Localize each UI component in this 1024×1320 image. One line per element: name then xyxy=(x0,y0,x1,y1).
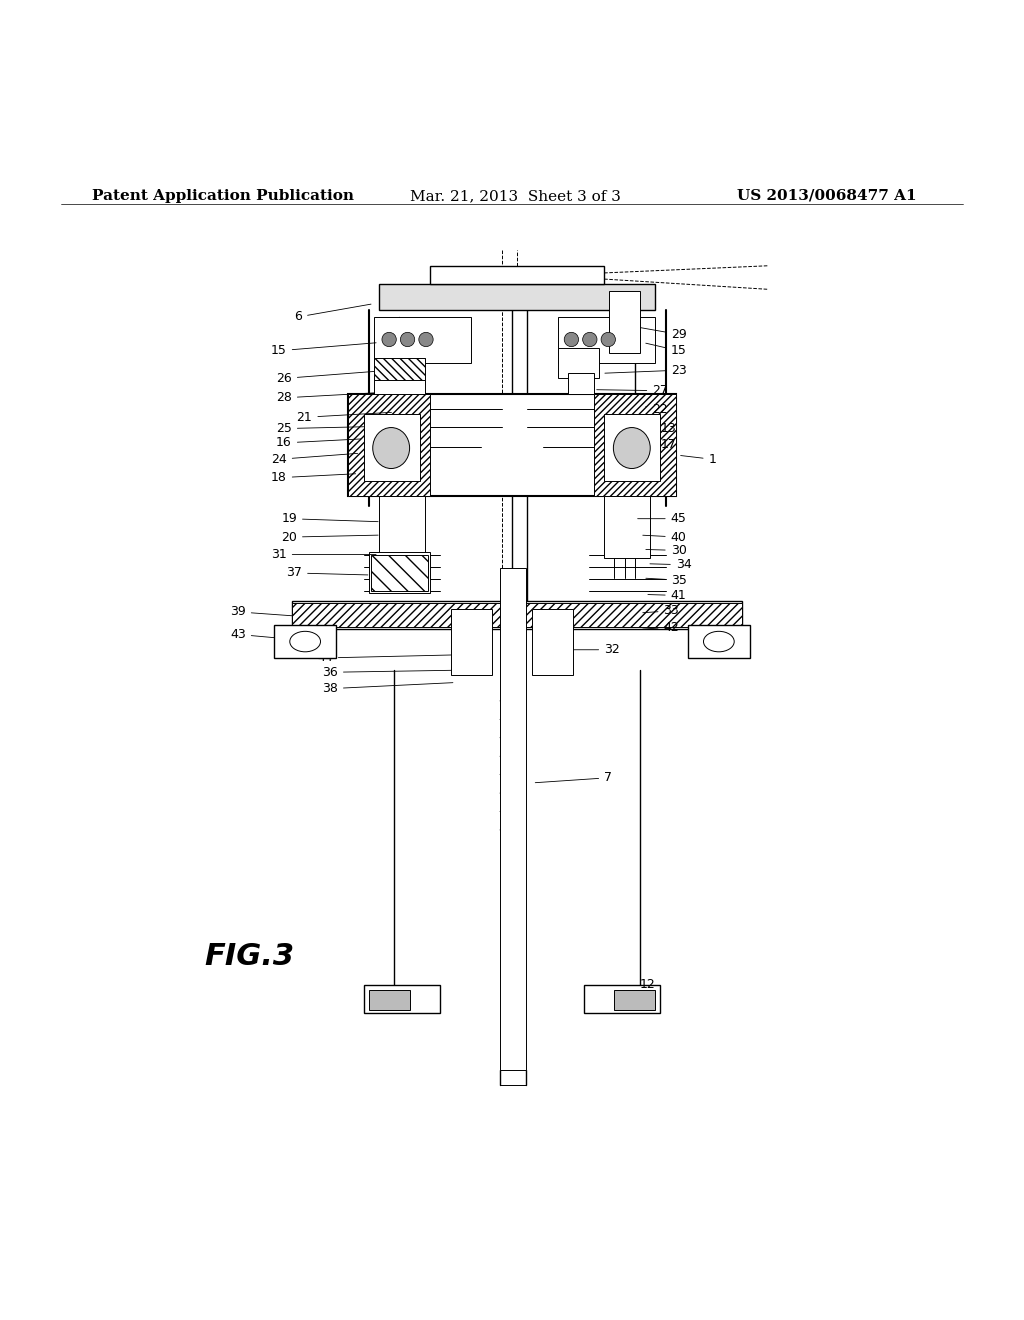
Bar xyxy=(594,393,676,496)
Bar xyxy=(364,985,440,1014)
Bar xyxy=(430,265,604,284)
Ellipse shape xyxy=(382,333,396,347)
Text: 19: 19 xyxy=(282,512,378,525)
Text: 29: 29 xyxy=(641,327,686,341)
Text: 35: 35 xyxy=(646,574,687,586)
Text: 17: 17 xyxy=(638,438,677,451)
Text: Mar. 21, 2013  Sheet 3 of 3: Mar. 21, 2013 Sheet 3 of 3 xyxy=(410,189,621,203)
Text: 16: 16 xyxy=(276,437,360,449)
Ellipse shape xyxy=(601,333,615,347)
Text: 13: 13 xyxy=(638,422,676,436)
Text: US 2013/0068477 A1: US 2013/0068477 A1 xyxy=(737,189,916,203)
Text: 42: 42 xyxy=(643,620,679,634)
Ellipse shape xyxy=(583,333,597,347)
Bar xyxy=(292,601,742,630)
Ellipse shape xyxy=(613,428,650,469)
Bar xyxy=(379,284,655,310)
Text: 31: 31 xyxy=(271,548,376,561)
Bar xyxy=(369,990,410,1010)
Ellipse shape xyxy=(290,631,321,652)
Text: 30: 30 xyxy=(646,544,687,557)
Bar xyxy=(609,292,640,352)
Bar xyxy=(369,553,430,594)
Text: 12: 12 xyxy=(637,978,655,998)
Text: 15: 15 xyxy=(270,343,376,358)
Bar xyxy=(374,380,425,407)
Text: 34: 34 xyxy=(650,558,691,572)
Text: 38: 38 xyxy=(322,682,453,696)
Bar xyxy=(532,609,573,676)
Bar xyxy=(614,990,655,1010)
Text: 37: 37 xyxy=(286,566,368,579)
Bar xyxy=(274,626,336,657)
Text: 18: 18 xyxy=(270,471,355,484)
Bar xyxy=(688,626,750,657)
Text: 22: 22 xyxy=(646,403,668,416)
Text: 28: 28 xyxy=(275,391,374,404)
Ellipse shape xyxy=(400,333,415,347)
Bar xyxy=(584,985,660,1014)
Bar xyxy=(292,603,742,627)
Ellipse shape xyxy=(703,631,734,652)
Text: Patent Application Publication: Patent Application Publication xyxy=(92,189,354,203)
Text: 6: 6 xyxy=(294,304,371,323)
Bar xyxy=(451,609,492,676)
Text: 33: 33 xyxy=(643,605,679,618)
Text: 27: 27 xyxy=(597,384,669,397)
Bar xyxy=(558,347,599,379)
Ellipse shape xyxy=(419,333,433,347)
Bar xyxy=(374,317,471,363)
Bar xyxy=(604,414,660,480)
Text: 39: 39 xyxy=(230,606,292,618)
Text: 44: 44 xyxy=(317,652,453,664)
Text: 1: 1 xyxy=(681,453,717,466)
Text: 40: 40 xyxy=(643,531,687,544)
Text: 20: 20 xyxy=(281,531,378,544)
Bar xyxy=(364,414,420,480)
Text: 7: 7 xyxy=(536,771,612,784)
Bar xyxy=(568,374,594,393)
Text: FIG.3: FIG.3 xyxy=(205,941,295,970)
Text: 23: 23 xyxy=(605,364,686,376)
Ellipse shape xyxy=(564,333,579,347)
Text: 32: 32 xyxy=(556,643,620,656)
Bar xyxy=(348,393,430,496)
Text: 36: 36 xyxy=(323,665,453,678)
Text: 41: 41 xyxy=(648,589,686,602)
Bar xyxy=(371,554,428,591)
Bar xyxy=(604,496,650,557)
Text: 25: 25 xyxy=(275,422,371,436)
Text: 15: 15 xyxy=(646,343,687,358)
Bar xyxy=(500,568,526,1069)
Bar xyxy=(379,496,425,557)
Bar xyxy=(374,358,425,384)
Text: 21: 21 xyxy=(297,411,391,424)
Bar xyxy=(535,611,571,673)
Bar xyxy=(348,393,676,496)
Text: 43: 43 xyxy=(230,628,292,642)
Bar xyxy=(453,611,489,673)
Text: 45: 45 xyxy=(638,512,687,525)
Text: 26: 26 xyxy=(276,371,374,385)
Bar xyxy=(558,317,655,363)
Ellipse shape xyxy=(373,428,410,469)
Text: 24: 24 xyxy=(271,453,357,466)
